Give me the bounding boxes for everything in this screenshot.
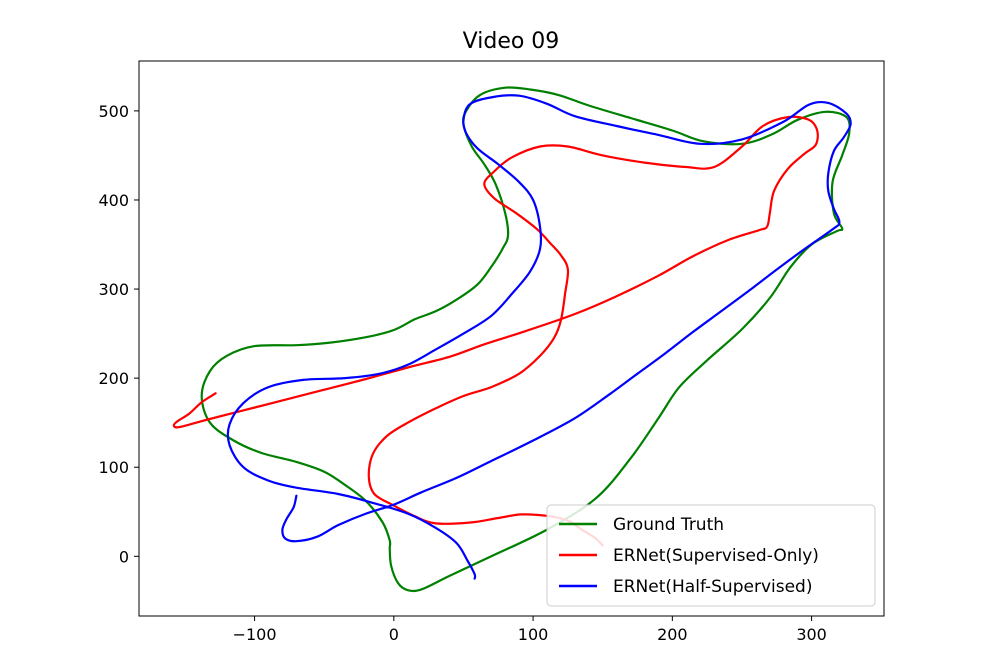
series-layer: [172, 86, 852, 593]
series-line-ernet-supervised-only: [172, 115, 819, 547]
series-line-ernet-half-supervised: [226, 94, 852, 580]
chart-title: Video 09: [463, 29, 560, 54]
legend-label-ernet-half-supervised: ERNet(Half-Supervised): [613, 577, 812, 597]
x-tick-label: −100: [233, 625, 277, 644]
legend-box: [546, 504, 876, 607]
y-axis: 0 100 200 300 400 500: [98, 102, 139, 566]
x-tick-label: 200: [657, 625, 688, 644]
y-tick-label: 100: [98, 458, 129, 477]
x-tick-label: 300: [796, 625, 827, 644]
y-tick-label: 200: [98, 369, 129, 388]
legend: Ground Truth ERNet(Supervised-Only) ERNet(…: [546, 504, 876, 607]
y-tick-label: 0: [119, 547, 129, 566]
y-tick-label: 500: [98, 102, 129, 121]
x-tick-label: 100: [518, 625, 549, 644]
x-axis: −100 0 100 200 300: [233, 616, 827, 644]
y-tick-label: 400: [98, 191, 129, 210]
x-tick-label: 0: [389, 625, 399, 644]
y-tick-label: 300: [98, 280, 129, 299]
series-line-ground-truth: [200, 86, 851, 593]
legend-label-ground-truth: Ground Truth: [613, 515, 724, 535]
legend-label-ernet-supervised-only: ERNet(Supervised-Only): [613, 546, 819, 566]
